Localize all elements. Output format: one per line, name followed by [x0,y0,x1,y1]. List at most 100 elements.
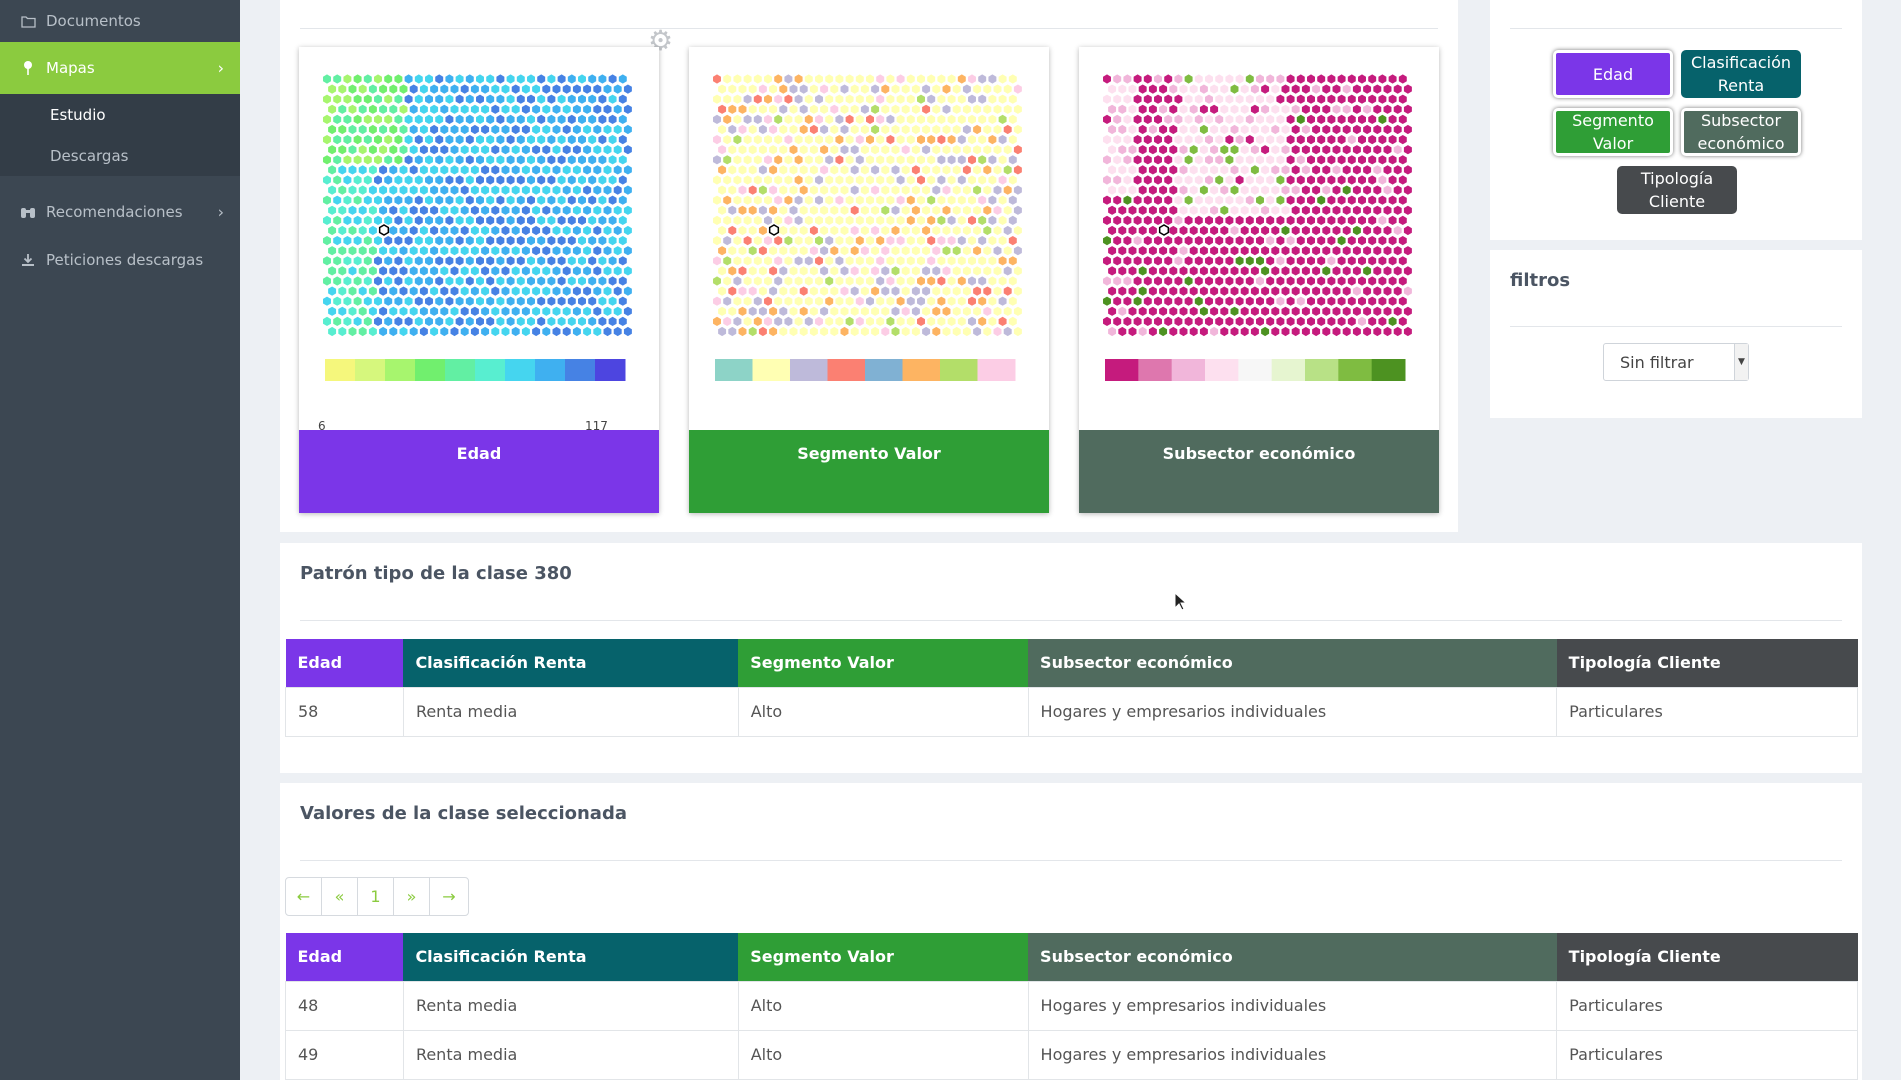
map-hex-cell [1281,306,1290,316]
map-hex-cell [470,145,479,155]
variable-button-segmento-valor[interactable]: Segmento Valor [1553,108,1673,156]
map-hex-cell [1301,185,1310,195]
map-hex-cell [583,124,592,135]
variable-button-tipologia-cliente[interactable]: Tipología Cliente [1617,166,1737,214]
map-hex-cell [516,236,525,246]
map-hex-cell [753,135,762,145]
map-hex-cell [1256,296,1264,306]
map-hex-cell [532,124,541,135]
map-hex-cell [404,215,413,225]
column-header-segmento-valor[interactable]: Segmento Valor [738,933,1029,981]
column-header-segmento-valor[interactable]: Segmento Valor [738,639,1029,687]
column-header-clasificacion-renta[interactable]: Clasificación Renta [403,639,739,687]
column-header-subsector[interactable]: Subsector económico [1028,933,1557,981]
map-hex-cell [1159,84,1168,94]
map-hex-cell [825,256,834,266]
map-hex-cell [1235,276,1244,286]
map-card-edad[interactable]: 6 117 Edad [299,47,659,513]
column-header-tipologia-cliente[interactable]: Tipología Cliente [1556,639,1858,687]
column-header-edad[interactable]: Edad [285,933,404,981]
map-hex-cell [922,266,931,276]
map-hex-cell [1108,145,1117,155]
map-hex-cell [881,145,890,155]
map-hex-cell [588,296,597,306]
variable-button-subsector[interactable]: Subsector económico [1681,108,1801,156]
map-hex-cell [1245,114,1254,124]
map-hex-cell [1148,104,1157,114]
map-hex-cell [1373,326,1382,337]
map-hex-cell [1108,286,1117,296]
sidebar-item-documentos[interactable]: Documentos [0,0,240,42]
map-hex-cell [572,266,581,276]
map-card-label: Edad [299,430,659,513]
map-hex-cell [1393,266,1402,276]
map-hex-cell [1210,286,1219,296]
sidebar-subitem-estudio[interactable]: Estudio [50,105,106,124]
variable-button-edad[interactable]: Edad [1553,50,1673,98]
map-hex-cell [968,276,976,286]
map-hex-cell [1403,266,1412,276]
filter-select[interactable]: Sin filtrar ▼ [1603,343,1749,381]
map-hex-cell [871,306,880,316]
pager-page-1[interactable]: 1 [358,878,394,915]
map-card-subsector[interactable]: Subsector económico [1079,47,1439,513]
table-row[interactable]: 48 Renta media Alto Hogares y empresario… [285,980,1858,1031]
legend-swatch [1371,359,1406,381]
map-hex-cell [1205,94,1213,104]
map-hex-cell [353,215,362,225]
map-hex-cell [942,225,951,236]
map-hex-cell [1138,326,1147,337]
map-hex-cell [937,74,946,84]
map-hex-cell [1179,246,1188,256]
map-hex-cell [891,266,900,276]
map-hex-cell [983,225,992,236]
map-hex-cell [583,205,592,215]
column-header-edad[interactable]: Edad [285,639,404,687]
map-hex-cell [1235,256,1244,266]
column-header-subsector[interactable]: Subsector económico [1028,639,1557,687]
sidebar-item-peticiones-descargas[interactable]: Peticiones descargas [0,234,240,286]
map-hex-cell [481,225,490,236]
map-hex-cell [728,205,737,215]
map-hex-cell [728,84,737,94]
map-hex-cell [1291,326,1300,337]
map-hex-cell [1312,205,1321,215]
map-hex-cell [937,195,946,205]
column-header-tipologia-cliente[interactable]: Tipología Cliente [1556,933,1858,981]
map-hex-cell [1164,195,1173,205]
map-hex-cell [774,215,783,225]
pager-last-button[interactable]: → [442,887,456,906]
map-hex-cell [1205,135,1213,145]
map-hex-cell [521,145,530,155]
sidebar-item-mapas[interactable]: Mapas › [0,42,240,94]
map-hex-cell [450,326,459,337]
pager-next-button[interactable]: » [394,878,430,915]
map-hex-cell [328,306,337,316]
map-hex-cell [1332,165,1341,175]
variable-button-clasificacion-renta[interactable]: Clasificación Renta [1681,50,1801,98]
map-hex-cell [1281,286,1290,296]
map-hex-cell [368,286,377,296]
sidebar-subitem-descargas[interactable]: Descargas [50,146,129,165]
map-hex-cell [809,246,818,256]
map-hex-cell [476,155,484,165]
map-hex-cell [983,124,992,135]
pager-first-button[interactable]: ← [286,878,322,915]
column-header-clasificacion-renta[interactable]: Clasificación Renta [403,933,739,981]
map-hex-cell [886,175,895,185]
pager-prev-button[interactable]: « [322,878,358,915]
legend-swatch [827,359,866,381]
map-hex-cell [1266,236,1275,246]
map-hex-cell [348,246,357,256]
map-card-segmento-valor[interactable]: Segmento Valor [689,47,1049,513]
map-hex-cell [728,266,737,276]
map-hex-cell [323,175,331,185]
table-row[interactable]: 49 Renta media Alto Hogares y empresario… [285,1029,1858,1080]
sidebar-item-recomendaciones[interactable]: Recomendaciones › [0,190,240,234]
map-hex-cell [1210,266,1219,276]
cell-tipologia-cliente: Particulares [1556,1029,1858,1080]
map-hex-cell [1317,296,1326,306]
map-hex-cell [809,165,818,175]
map-hex-cell [993,306,1002,316]
map-hex-cell [455,296,464,306]
